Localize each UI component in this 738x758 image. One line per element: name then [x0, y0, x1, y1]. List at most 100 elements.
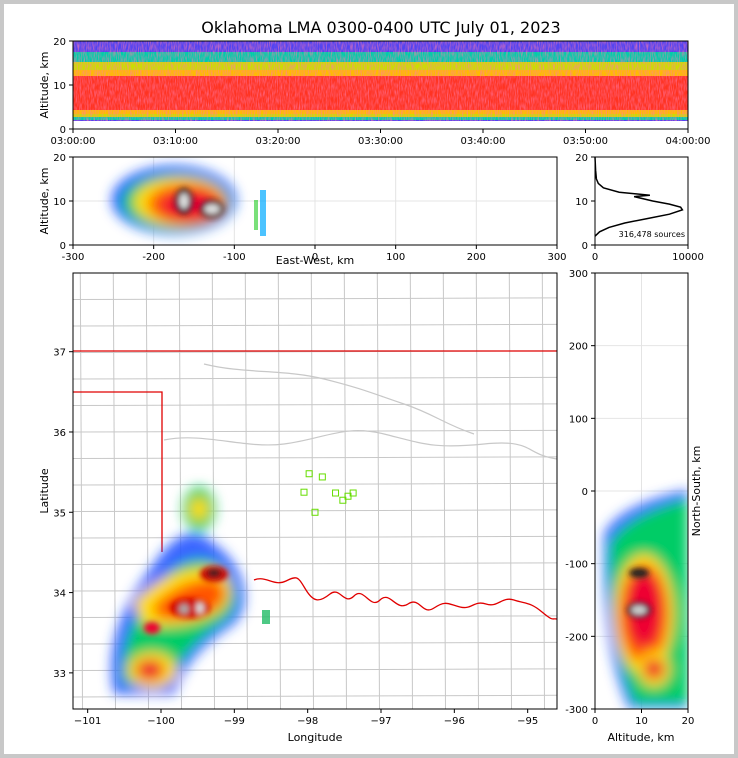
ew-xlabel: East-West, km [276, 254, 354, 267]
figure-frame: Oklahoma LMA 0300-0400 UTC July 01, 2023… [4, 4, 734, 754]
ns-x-tick-label: 20 [682, 716, 695, 727]
hist-x-tick-label: 0 [592, 252, 598, 263]
map-y-tick-label: 35 [53, 508, 66, 519]
altitude-ns-heatmap [603, 490, 688, 709]
county-line [376, 273, 380, 709]
ns-y-tick-label: -100 [565, 560, 588, 571]
altitude-histogram-panel: 316,478 sources 0 10000 0 10 20 [575, 153, 704, 263]
lma-stations [300, 470, 357, 516]
ew-altitude-heatmap [112, 166, 266, 236]
lma-figure: Oklahoma LMA 0300-0400 UTC July 01, 2023… [38, 18, 710, 744]
ew-y-tick-label: 0 [60, 241, 66, 252]
altitude-ns-panel: North-South, km Altitude, km 0 10 20 -300 -2… [565, 269, 703, 744]
plan-view-panel: Latitude Longitude −101 −100 −99 −98 −97 −96 −… [38, 272, 558, 744]
county-line [409, 273, 413, 709]
station-marker [305, 470, 313, 478]
county-line [541, 273, 545, 709]
map-x-tick-label: −95 [517, 716, 538, 727]
ew-altitude-panel: Altitude, km East-West, km -300 -200 -100 0… [38, 153, 567, 267]
ew-y-tick-label: 20 [53, 153, 66, 164]
th-x-tick-label: 03:50:00 [563, 136, 608, 147]
time-height-ylabel: Altitude, km [38, 51, 51, 118]
ew-x-tick-label: -200 [142, 252, 165, 263]
ew-x-tick-label: 100 [386, 252, 405, 263]
county-line [73, 429, 557, 433]
hist-x-tick-label: 10000 [672, 252, 704, 263]
th-y-tick-label: 0 [60, 125, 66, 136]
ns-ylabel: North-South, km [690, 446, 703, 537]
county-line [73, 482, 557, 486]
ns-y-tick-label: 100 [569, 414, 588, 425]
map-y-tick-label: 34 [53, 589, 66, 600]
county-line [73, 297, 557, 300]
station-marker [344, 492, 352, 500]
ns-y-tick-label: 0 [582, 487, 588, 498]
ns-y-tick-label: 200 [569, 342, 588, 353]
ew-y-tick-label: 10 [53, 197, 66, 208]
th-x-tick-label: 03:00:00 [51, 136, 96, 147]
map-x-tick-label: −100 [147, 716, 174, 727]
county-line [73, 323, 557, 327]
river-canadian [163, 430, 557, 460]
map-x-tick-label: −97 [370, 716, 391, 727]
county-line [73, 694, 557, 698]
county-line [277, 273, 281, 709]
state-border-panhandle [73, 391, 163, 552]
ew-ylabel: Altitude, km [38, 167, 51, 234]
ns-y-tick-label: -200 [565, 632, 588, 643]
ns-xlabel: Altitude, km [607, 731, 674, 744]
state-border-red-river [253, 577, 557, 620]
hist-y-tick-label: 0 [582, 241, 588, 252]
map-x-tick-label: −101 [74, 716, 101, 727]
county-line [343, 273, 347, 709]
station-marker [311, 508, 319, 516]
county-line [112, 273, 116, 709]
histogram-annotation: 316,478 sources [619, 230, 685, 239]
time-height-heatmap [73, 41, 688, 129]
ew-x-tick-label: -300 [62, 252, 85, 263]
ns-y-tick-label: 300 [569, 269, 588, 280]
county-line [73, 376, 557, 380]
county-line [244, 273, 248, 709]
hist-y-tick-label: 20 [575, 153, 588, 164]
station-marker [318, 473, 326, 481]
station-marker [300, 488, 308, 496]
river-arkansas [203, 363, 475, 435]
time-height-panel: Altitude, km 03:00:00 03:10:00 03:20:00 03:… [38, 37, 710, 147]
th-y-tick-label: 10 [53, 81, 66, 92]
county-line [73, 535, 557, 539]
ns-y-tick-label: -300 [565, 705, 588, 716]
th-x-tick-label: 03:30:00 [358, 136, 403, 147]
plan-view-heatmap [111, 487, 270, 694]
county-line [73, 509, 557, 512]
county-line [310, 273, 314, 709]
th-x-tick-label: 04:00:00 [666, 136, 711, 147]
hist-y-tick-label: 10 [575, 197, 588, 208]
map-y-tick-label: 33 [53, 669, 66, 680]
county-line [442, 273, 446, 709]
map-x-tick-label: −98 [297, 716, 318, 727]
county-line [475, 273, 479, 709]
ns-x-tick-label: 0 [592, 716, 598, 727]
map-y-tick-label: 37 [53, 348, 66, 359]
th-x-tick-label: 03:10:00 [153, 136, 198, 147]
th-y-tick-label: 20 [53, 37, 66, 48]
county-line [73, 562, 557, 565]
map-y-tick-label: 36 [53, 428, 66, 439]
ew-x-tick-label: 200 [467, 252, 486, 263]
map-x-tick-label: −99 [224, 716, 245, 727]
station-marker [339, 496, 347, 504]
station-marker [332, 489, 340, 497]
th-x-tick-label: 03:20:00 [256, 136, 301, 147]
ns-x-tick-label: 10 [635, 716, 648, 727]
map-ylabel: Latitude [38, 468, 51, 514]
map-x-tick-label: −96 [444, 716, 465, 727]
ew-x-tick-label: 0 [312, 252, 318, 263]
county-line [79, 273, 83, 709]
ew-x-tick-label: -100 [223, 252, 246, 263]
ew-x-tick-label: 300 [547, 252, 566, 263]
histogram-line [594, 156, 684, 237]
map-xlabel: Longitude [288, 731, 343, 744]
figure-title: Oklahoma LMA 0300-0400 UTC July 01, 2023 [201, 18, 560, 37]
county-line [508, 273, 512, 709]
